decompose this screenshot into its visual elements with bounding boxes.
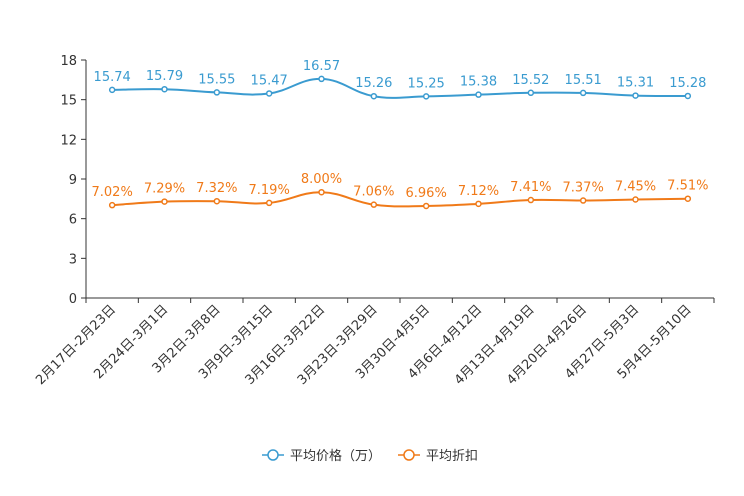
data-point <box>475 200 482 208</box>
data-label: 7.32% <box>196 181 237 196</box>
y-tick-label: 0 <box>69 292 77 307</box>
data-label: 16.57 <box>303 59 340 74</box>
data-label: 6.96% <box>406 186 447 201</box>
data-label: 15.74 <box>94 70 131 85</box>
data-point <box>579 89 587 97</box>
data-point <box>422 202 430 210</box>
data-point <box>370 92 378 100</box>
series-avg-discount: 7.02% 7.29% 7.32% 7.19% 8.00% 7.06% 6.96% 7.12%… <box>92 172 708 210</box>
legend-label: 平均价格（万） <box>290 448 381 464</box>
data-point <box>527 89 535 97</box>
series-line <box>112 77 688 99</box>
data-label: 7.06% <box>353 185 394 200</box>
data-point <box>161 198 168 205</box>
data-label: 8.00% <box>301 172 342 187</box>
data-point <box>632 196 639 203</box>
data-label: 7.45% <box>615 179 656 194</box>
y-tick-label: 9 <box>69 173 77 188</box>
data-point <box>108 86 116 94</box>
series-line <box>112 191 688 208</box>
data-point <box>370 201 378 208</box>
data-label: 15.79 <box>146 69 183 84</box>
y-tick-label: 12 <box>60 133 77 148</box>
data-point <box>213 197 221 205</box>
data-label: 7.37% <box>563 181 604 196</box>
data-point <box>265 199 273 207</box>
y-tick-label: 3 <box>69 252 77 267</box>
series-avg-price: 15.74 15.79 15.55 15.47 16.57 15.26 15.25 15.38… <box>94 59 706 100</box>
data-label: 7.41% <box>510 180 551 195</box>
data-point <box>422 93 430 100</box>
legend[interactable]: 平均价格（万） 平均折扣 <box>262 448 478 464</box>
data-label: 15.31 <box>617 76 654 91</box>
data-label: 15.51 <box>565 73 602 88</box>
data-point <box>684 195 692 202</box>
series-layer: 15.74 15.79 15.55 15.47 16.57 15.26 15.25 15.38… <box>92 59 708 210</box>
data-label: 15.28 <box>669 76 706 91</box>
legend-item-avg-price[interactable]: 平均价格（万） <box>262 448 381 464</box>
data-point <box>213 89 221 96</box>
x-axis: 2月17日-2月23日2月24日-3月1日3月2日-3月8日3月9日-3月15日… <box>33 297 715 388</box>
data-label: 7.19% <box>249 183 290 198</box>
data-label: 7.02% <box>92 185 133 200</box>
legend-marker <box>403 449 415 461</box>
data-label: 15.47 <box>251 73 288 88</box>
legend-item-avg-discount[interactable]: 平均折扣 <box>398 449 478 464</box>
legend-marker <box>267 449 279 461</box>
data-label: 15.55 <box>198 72 235 87</box>
y-tick-label: 6 <box>69 213 77 228</box>
data-label: 15.38 <box>460 75 497 90</box>
data-label: 15.25 <box>408 76 445 91</box>
y-tick-label: 18 <box>60 54 77 69</box>
data-label: 15.26 <box>355 76 392 91</box>
data-point <box>527 196 535 204</box>
data-label: 7.12% <box>458 184 499 199</box>
y-axis: 0 3 6 9 12 15 18 <box>60 54 87 307</box>
data-label: 7.29% <box>144 182 185 197</box>
data-label: 15.52 <box>512 73 549 88</box>
legend-label: 平均折扣 <box>426 449 478 464</box>
data-point <box>108 201 116 209</box>
data-point <box>265 90 273 97</box>
data-point <box>579 197 587 204</box>
data-point <box>475 91 482 98</box>
data-point <box>632 92 639 99</box>
data-point <box>684 92 692 100</box>
data-point <box>161 85 168 93</box>
data-point <box>318 188 325 196</box>
data-point <box>318 75 325 83</box>
data-label: 7.51% <box>667 179 708 194</box>
y-tick-label: 15 <box>60 94 77 109</box>
